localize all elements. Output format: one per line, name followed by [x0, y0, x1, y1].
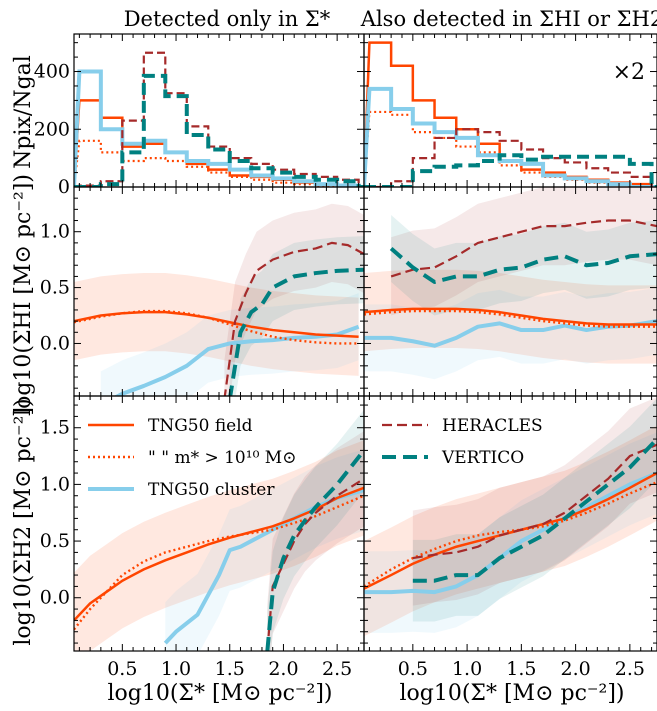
panel-HI-left — [74, 203, 364, 396]
legend-label-heracles: HERACLES — [442, 416, 543, 436]
line-tng_field — [364, 471, 657, 590]
band-vertico — [391, 214, 657, 316]
line-heracles — [390, 219, 657, 278]
y-tick-label: 400 — [34, 61, 70, 83]
ylabel-hi: log10(ΣHI [M⊙ pc⁻²]) — [11, 174, 36, 416]
band-vertico — [412, 398, 657, 622]
y-tick-label: 0.5 — [40, 277, 70, 299]
y-tick-label: 0.5 — [40, 530, 70, 552]
band-heracles — [267, 431, 364, 651]
line-tng_field — [364, 307, 657, 326]
x-tick-label: 2.0 — [268, 658, 298, 680]
band-heracles — [391, 187, 657, 316]
panel-histogram-right — [364, 41, 657, 187]
line-vertico — [412, 437, 657, 583]
y-tick-label: 1.0 — [40, 221, 70, 243]
hist-tng_field — [74, 99, 364, 187]
ylabel-h2: log10(ΣH2 [M⊙ pc⁻²]) — [11, 398, 36, 645]
panel-H2-left — [74, 409, 364, 651]
column-title-left: Detected only in Σ* — [124, 7, 331, 31]
x-tick-label: 1.0 — [452, 658, 482, 680]
band-heracles — [224, 203, 364, 396]
line-vertico — [228, 267, 364, 396]
panel-annotation: ×2 — [613, 60, 645, 85]
line-vertico — [265, 449, 364, 651]
line-tng_field_massive — [74, 494, 364, 631]
legend-label-tng_field_massive: " " m* > 10¹⁰ M⊙ — [148, 448, 296, 468]
panel-histogram-left — [74, 51, 364, 187]
x-tick-label: 1.5 — [215, 658, 245, 680]
hist-tng_cluster — [364, 86, 657, 187]
legend-label-vertico: VERTICO — [441, 448, 524, 468]
band-tng_field — [74, 440, 364, 651]
column-title-right: Also detected in ΣHI or ΣH2 — [360, 7, 657, 31]
y-tick-label: 0.0 — [40, 332, 70, 354]
line-tng_cluster — [364, 471, 657, 595]
y-tick-label: 1.5 — [40, 417, 70, 439]
y-tick-label: 0.0 — [40, 587, 70, 609]
ylabel-histogram: Npix/Ngal — [11, 55, 36, 169]
x-tick-label: 0.5 — [107, 658, 137, 680]
hist-vertico — [74, 73, 364, 187]
hist-tng_field_massive — [364, 110, 657, 187]
y-tick-label: 1.0 — [40, 473, 70, 495]
hist-heracles — [364, 128, 657, 187]
x-tick-label: 2.5 — [322, 658, 352, 680]
legend-label-tng_cluster: TNG50 cluster — [148, 480, 275, 500]
hist-vertico — [364, 153, 657, 187]
legend-label-tng_field: TNG50 field — [148, 416, 253, 436]
x-tick-label: 1.0 — [161, 658, 191, 680]
hist-tng_cluster — [74, 69, 364, 187]
band-vertico — [229, 236, 364, 396]
panel-grid — [73, 33, 657, 652]
band-tng_field — [364, 425, 657, 637]
x-tick-label: 2.0 — [561, 658, 591, 680]
line-vertico — [389, 246, 657, 284]
line-tng_field — [74, 486, 364, 622]
legend: TNG50 field " " m* > 10¹⁰ M⊙ TNG50 cluster… — [88, 416, 543, 500]
x-tick-label: 2.5 — [615, 658, 645, 680]
panel-HI-right — [364, 187, 657, 380]
x-tick-label: 0.5 — [398, 658, 428, 680]
line-tng_field_massive — [364, 309, 657, 328]
line-heracles — [223, 241, 364, 396]
band-tng_cluster — [364, 287, 657, 380]
hist-heracles — [74, 51, 364, 187]
y-tick-label: 0 — [58, 176, 70, 198]
xlabel-right: log10(Σ* [M⊙ pc⁻²]) — [399, 681, 624, 706]
x-tick-label: 1.5 — [506, 658, 536, 680]
xlabel-left: log10(Σ* [M⊙ pc⁻²]) — [107, 681, 332, 706]
line-heracles — [412, 443, 657, 560]
y-tick-label: 200 — [34, 118, 70, 140]
band-tng_cluster — [165, 449, 364, 651]
band-tng_field — [74, 273, 359, 376]
line-tng_cluster — [113, 324, 360, 396]
panel-H2-right — [364, 397, 657, 637]
band-vertico — [267, 409, 364, 651]
band-heracles — [412, 397, 657, 606]
